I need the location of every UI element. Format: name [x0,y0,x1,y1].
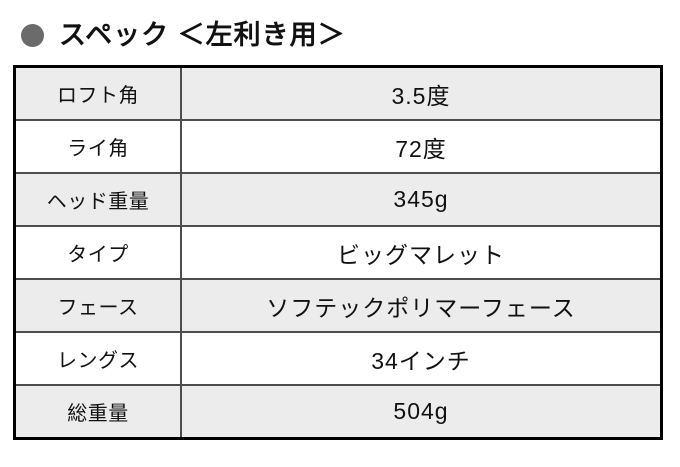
spec-label: フェース [13,278,182,333]
spec-label: ライ角 [13,119,182,174]
spec-value: 345g [180,172,663,227]
table-row: ヘッド重量 345g [13,172,663,227]
spec-value: 34インチ [180,331,663,386]
spec-label: タイプ [13,225,182,280]
spec-value: 504g [180,384,663,440]
spec-value: ソフテックポリマーフェース [180,278,663,333]
spec-label: ロフト角 [13,65,182,121]
spec-label: 総重量 [13,384,182,440]
table-row: タイプ ビッグマレット [13,225,663,280]
spec-value: 3.5度 [180,65,663,121]
spec-table: ロフト角 3.5度 ライ角 72度 ヘッド重量 345g タイプ ビッグマレット… [13,65,663,440]
spec-label: レングス [13,331,182,386]
spec-value: ビッグマレット [180,225,663,280]
table-row: ロフト角 3.5度 [13,65,663,121]
page-title: スペック ＜左利き用＞ [59,19,346,50]
table-row: 総重量 504g [13,384,663,440]
circle-bullet-icon [21,23,44,47]
table-row: レングス 34インチ [13,331,663,386]
table-row: フェース ソフテックポリマーフェース [13,278,663,333]
spec-label: ヘッド重量 [13,172,182,227]
spec-value: 72度 [180,119,663,174]
table-row: ライ角 72度 [13,119,663,174]
section-header: スペック ＜左利き用＞ [0,0,680,49]
